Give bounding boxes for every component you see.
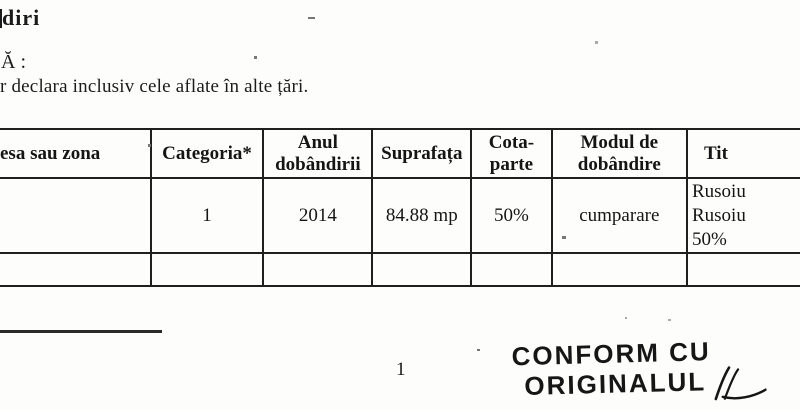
cell-cota-parte: 50%: [470, 177, 553, 254]
table-row: 1 2014 84.88 mp 50% cumparare Rusoiu Rus…: [0, 177, 800, 254]
scan-speck: [477, 349, 480, 351]
header-modul-dobandire: Modul de dobândire: [550, 128, 688, 179]
stamp-line2: ORIGINALUL: [524, 366, 707, 401]
titular-line: Rusoiu: [691, 205, 746, 226]
header-categoria: Categoria*: [149, 128, 265, 179]
page-number: 1: [396, 359, 406, 380]
signature-scribble: [714, 366, 767, 401]
conform-cu-originalul-stamp: CONFORM CU ORIGINALUL: [511, 336, 767, 402]
footnote-rule: [0, 330, 162, 333]
cell-modul-dobandire: cumparare: [550, 177, 688, 254]
cell-anul-dobandirii: 2014: [262, 177, 374, 254]
header-adresa: esa sau zona: [0, 128, 152, 179]
cell-adresa: [0, 177, 152, 254]
header-suprafata: Suprafața: [371, 128, 473, 179]
empty-cell: [371, 252, 473, 287]
empty-cell: [149, 252, 265, 287]
note-text: r declara inclusiv cele aflate în alte ț…: [0, 76, 309, 97]
table-empty-row: [0, 252, 800, 287]
scan-speck: [595, 41, 598, 44]
titular-line: 50%: [691, 229, 727, 250]
header-titular-fragment: Tit: [685, 128, 800, 179]
empty-cell: [262, 252, 374, 287]
section-title-fragment: diri: [2, 5, 41, 30]
nota-label-fragment: Ă :: [1, 51, 26, 73]
header-anul-dobandirii: Anul dobândirii: [262, 128, 374, 179]
table-header-row: esa sau zona Categoria* Anul dobândirii …: [0, 128, 800, 179]
scan-speck: [308, 17, 315, 19]
scan-speck: [254, 56, 257, 59]
scan-speck: [562, 236, 566, 239]
empty-cell: [685, 252, 800, 287]
empty-cell: [0, 252, 152, 287]
cell-suprafata: 84.88 mp: [371, 177, 473, 254]
real-estate-table: esa sau zona Categoria* Anul dobândirii …: [0, 128, 800, 287]
scan-speck: [668, 319, 671, 321]
empty-cell: [550, 252, 688, 287]
clipped-letter-stroke: [0, 9, 2, 28]
titular-line: Rusoiu: [691, 181, 746, 202]
header-cota-parte: Cota-parte: [470, 128, 553, 179]
cell-titular: Rusoiu Rusoiu 50%: [685, 177, 800, 254]
cell-categoria: 1: [149, 177, 265, 254]
scan-speck: [625, 317, 627, 319]
scan-speck: [148, 144, 151, 147]
empty-cell: [470, 252, 553, 287]
